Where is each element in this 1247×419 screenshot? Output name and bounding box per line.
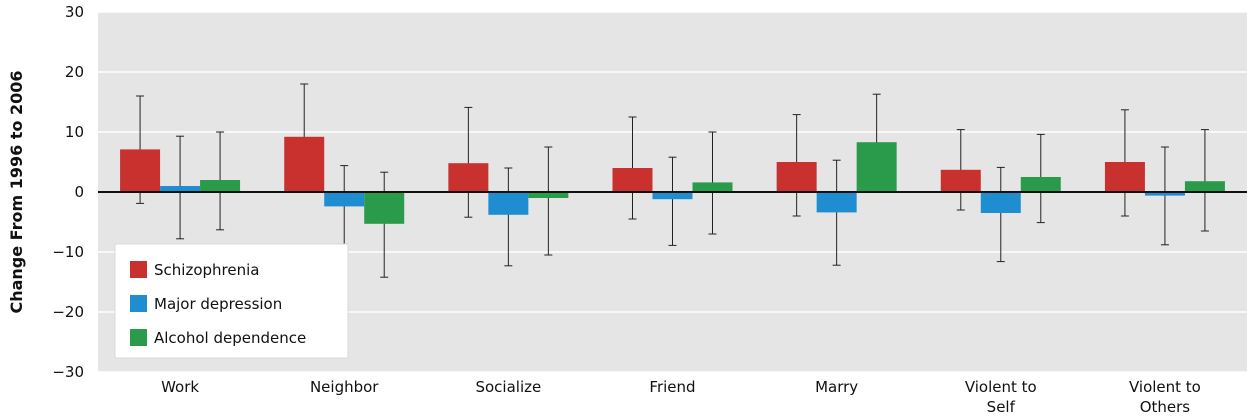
category-label: Marry xyxy=(815,378,858,396)
y-tick-label: 10 xyxy=(65,123,84,141)
bar-major-depression xyxy=(653,192,693,199)
y-tick-label: −30 xyxy=(52,363,84,381)
y-tick-label: −20 xyxy=(52,303,84,321)
bar-schizophrenia xyxy=(448,163,488,192)
category-label: Violent to xyxy=(965,378,1037,396)
bar-schizophrenia xyxy=(777,162,817,192)
y-tick-labels: 30 20 10 0 −10 −20 −30 xyxy=(52,3,84,381)
y-tick-label: 30 xyxy=(65,3,84,21)
bar-schizophrenia xyxy=(284,137,324,192)
category-labels: Work Neighbor Socialize Friend Marry Violent … xyxy=(161,378,1201,416)
bar-schizophrenia xyxy=(941,170,981,192)
category-label: Friend xyxy=(649,378,695,396)
legend-label: Major depression xyxy=(154,295,282,313)
category-label: Violent to xyxy=(1129,378,1201,396)
bar-schizophrenia xyxy=(1105,162,1145,192)
bar-major-depression xyxy=(817,192,857,212)
bar-alcohol-dependence xyxy=(200,180,240,192)
y-tick-label: 20 xyxy=(65,63,84,81)
bar-alcohol-dependence xyxy=(1021,177,1061,192)
category-label: Work xyxy=(161,378,199,396)
bar-alcohol-dependence xyxy=(693,182,733,192)
category-label: Socialize xyxy=(475,378,541,396)
legend-swatch xyxy=(130,295,147,312)
bar-alcohol-dependence xyxy=(857,142,897,192)
legend-swatch xyxy=(130,329,147,346)
category-label: Others xyxy=(1140,398,1191,416)
bar-schizophrenia xyxy=(613,168,653,192)
category-label: Self xyxy=(987,398,1016,416)
bar-major-depression xyxy=(324,192,364,206)
legend: Schizophrenia Major depression Alcohol dep… xyxy=(115,244,348,358)
y-tick-label: 0 xyxy=(74,183,84,201)
legend-swatch xyxy=(130,261,147,278)
y-tick-label: −10 xyxy=(52,243,84,261)
y-axis-label: Change From 1996 to 2006 xyxy=(7,70,26,313)
bar-alcohol-dependence xyxy=(364,192,404,224)
bar-major-depression xyxy=(488,192,528,215)
bar-major-depression xyxy=(981,192,1021,213)
legend-label: Schizophrenia xyxy=(154,261,259,279)
bar-alcohol-dependence xyxy=(1185,181,1225,192)
bar-schizophrenia xyxy=(120,149,160,192)
category-label: Neighbor xyxy=(310,378,379,396)
legend-label: Alcohol dependence xyxy=(154,329,306,347)
